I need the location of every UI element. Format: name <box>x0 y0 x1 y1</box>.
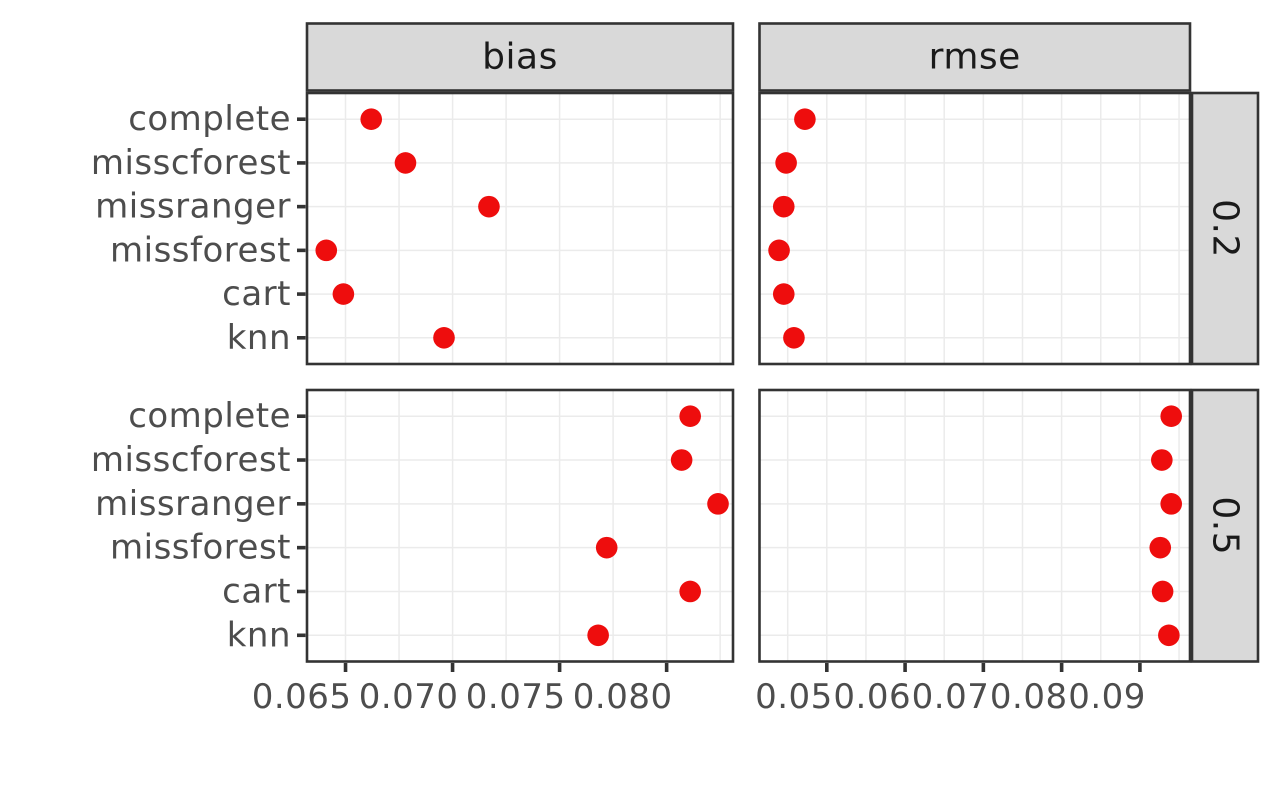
x-tick-label: 0.075 <box>466 677 566 717</box>
y-category-label: missranger <box>95 484 291 524</box>
x-tick-label: 0.06 <box>833 677 911 717</box>
y-category-label: complete <box>128 396 291 436</box>
y-category-label: missforest <box>110 230 291 270</box>
data-point <box>670 449 693 471</box>
x-tick-label: 0.065 <box>252 677 352 717</box>
facet-column-strip-label: bias <box>482 37 558 78</box>
data-point <box>679 405 701 428</box>
facet-column-strip-label: rmse <box>929 37 1021 78</box>
panel-border <box>758 388 1192 663</box>
panel-border <box>758 91 1192 366</box>
y-category-label: cart <box>222 571 291 611</box>
y-category-label: misscforest <box>91 440 291 480</box>
data-point <box>1151 449 1173 471</box>
y-category-label: missranger <box>95 187 291 227</box>
facet-column-strip <box>305 22 735 92</box>
facet-row-strip <box>1190 388 1260 663</box>
data-point <box>595 536 618 559</box>
data-point <box>478 195 500 218</box>
panel-border <box>305 388 735 663</box>
data-point <box>332 283 355 305</box>
panel-background <box>307 390 733 662</box>
y-category-label: knn <box>227 615 291 655</box>
x-tick-label: 0.070 <box>359 677 459 717</box>
data-point <box>360 108 383 130</box>
y-category-label: complete <box>128 99 291 139</box>
panel-border <box>305 91 735 366</box>
data-point <box>1149 536 1172 559</box>
y-category-label: misscforest <box>91 143 291 183</box>
data-point <box>775 152 797 174</box>
y-category-label: cart <box>222 274 291 314</box>
facet-row-strip-label: 0.2 <box>1205 199 1246 258</box>
data-point <box>315 239 338 262</box>
data-point <box>772 195 795 218</box>
x-tick-label: 0.07 <box>912 677 990 717</box>
data-point <box>768 239 790 262</box>
data-point <box>707 493 729 515</box>
data-point <box>1160 405 1183 428</box>
x-tick-label: 0.080 <box>573 677 673 717</box>
x-tick-label: 0.09 <box>1068 677 1146 717</box>
x-tick-label: 0.05 <box>755 677 833 717</box>
x-tick-label: 0.08 <box>990 677 1068 717</box>
facet-row-strip <box>1190 91 1260 366</box>
panel-background <box>307 93 733 364</box>
data-point <box>394 152 417 174</box>
data-point <box>772 283 795 305</box>
data-point <box>1160 493 1183 515</box>
data-point <box>433 327 455 349</box>
facet-column-strip <box>758 22 1192 92</box>
data-point <box>587 624 609 647</box>
y-category-label: missforest <box>110 528 291 568</box>
panel-background <box>759 390 1190 662</box>
data-point <box>783 327 805 349</box>
data-point <box>1158 624 1180 647</box>
facet-row-strip-label: 0.5 <box>1205 496 1246 555</box>
data-point <box>1151 580 1174 603</box>
panel-background <box>759 93 1190 364</box>
data-point <box>794 108 816 130</box>
data-point <box>679 580 701 603</box>
y-category-label: knn <box>227 318 291 358</box>
